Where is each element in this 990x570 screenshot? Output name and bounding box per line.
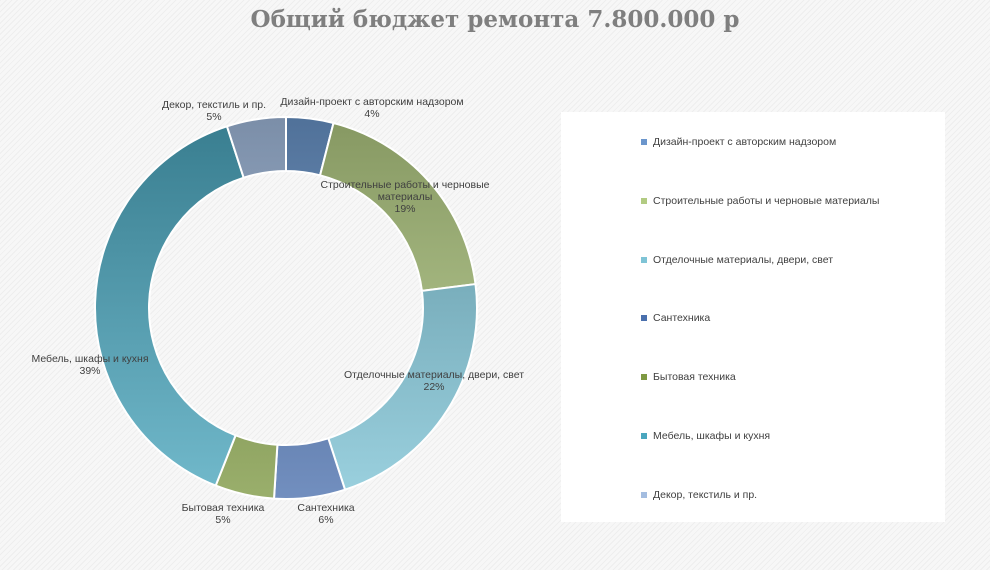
data-label: Бытовая техника 5% [182, 502, 265, 526]
data-label: Отделочные материалы, двери, свет 22% [344, 369, 524, 393]
legend-item: Мебель, шкафы и кухня [641, 430, 770, 442]
data-label: Декор, текстиль и пр. 5% [162, 99, 266, 123]
legend: Дизайн-проект с авторским надзором Строит… [561, 112, 945, 522]
legend-label: Отделочные материалы, двери, свет [653, 253, 834, 266]
legend-swatch [641, 197, 647, 204]
data-label-name: Отделочные материалы, двери, свет [343, 369, 525, 381]
data-label: Строительные работы и черновые материалы… [320, 179, 490, 215]
data-label-value: 19% [394, 203, 416, 215]
legend-swatch [641, 491, 647, 498]
legend-swatch [641, 374, 647, 381]
data-label: Мебель, шкафы и кухня 39% [31, 353, 148, 377]
data-label-value: 4% [364, 108, 380, 120]
legend-swatch [641, 256, 647, 263]
legend-item: Дизайн-проект с авторским надзором [641, 136, 836, 148]
data-label: Дизайн-проект с авторским надзором 4% [280, 96, 463, 120]
donut-slice [225, 115, 287, 179]
data-label-value: 5% [215, 514, 231, 526]
data-label-value: 39% [79, 365, 101, 377]
legend-item: Строительные работы и черновые материалы [641, 195, 879, 207]
legend-swatch [641, 433, 647, 439]
legend-label: Декор, текстиль и пр. [653, 488, 758, 501]
legend-swatch [641, 315, 647, 322]
data-label-name: Строительные работы и черновые материалы [320, 179, 490, 203]
legend-label: Мебель, шкафы и кухня [653, 430, 771, 442]
data-label-value: 22% [423, 381, 445, 393]
donut-slice [94, 125, 245, 487]
legend-label: Дизайн-проект с авторским надзором [653, 136, 837, 148]
legend-swatch [641, 139, 647, 145]
data-label-value: 5% [206, 111, 222, 123]
data-label-name: Бытовая техника [181, 502, 265, 514]
data-label-value: 6% [318, 514, 334, 526]
legend-item: Сантехника [641, 312, 710, 324]
data-label: Сантехника 6% [297, 502, 354, 526]
legend-label: Сантехника [653, 312, 711, 325]
data-label-name: Дизайн-проект с авторским надзором [280, 96, 464, 108]
legend-item: Отделочные материалы, двери, свет [641, 254, 833, 266]
legend-item: Бытовая техника [641, 371, 736, 383]
chart-title: Общий бюджет ремонта 7.800.000 р [250, 6, 740, 33]
legend-label: Бытовая техника [653, 371, 736, 384]
legend-label: Строительные работы и черновые материалы [653, 194, 880, 207]
data-label-name: Декор, текстиль и пр. [161, 99, 267, 111]
data-label-name: Сантехника [297, 502, 355, 514]
legend-item: Декор, текстиль и пр. [641, 489, 757, 501]
data-label-name: Мебель, шкафы и кухня [31, 353, 149, 365]
